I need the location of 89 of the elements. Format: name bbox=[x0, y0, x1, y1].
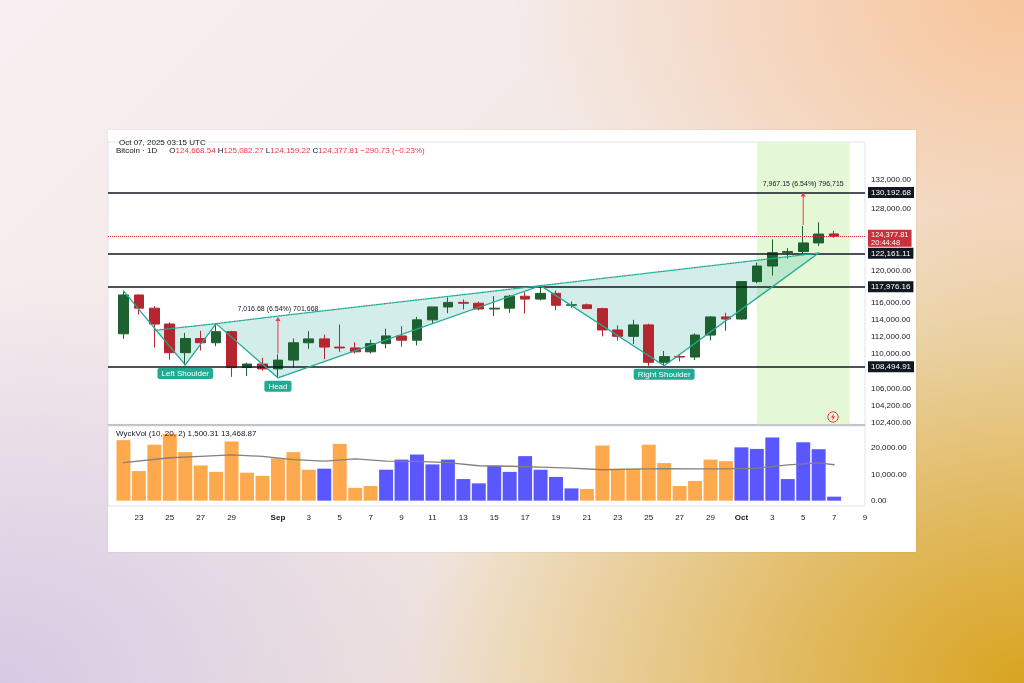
bar bbox=[718, 461, 733, 501]
candlestick bbox=[705, 315, 716, 341]
candlestick bbox=[752, 261, 762, 284]
bar bbox=[255, 475, 270, 501]
candlestick bbox=[535, 286, 546, 301]
x-tick-label: 5 bbox=[800, 512, 806, 522]
x-tick-label: 27 bbox=[675, 512, 685, 522]
candlestick bbox=[226, 330, 237, 378]
candlestick bbox=[211, 323, 221, 347]
candlestick bbox=[597, 307, 608, 337]
candlestick bbox=[690, 332, 700, 361]
candlestick bbox=[149, 305, 160, 348]
data-label: Left Shoulder bbox=[161, 369, 210, 379]
y-tick-label: 116,000.00 bbox=[871, 298, 911, 308]
y-tick-label: 10,000.00 bbox=[871, 469, 908, 479]
candlestick bbox=[504, 294, 515, 314]
x-tick-label: 3 bbox=[770, 512, 776, 522]
x-tick-label: 15 bbox=[489, 512, 500, 522]
candlestick bbox=[334, 323, 345, 353]
candlestick bbox=[582, 303, 592, 310]
x-tick-label: 9 bbox=[399, 512, 405, 522]
y-tick-label: 114,000.00 bbox=[871, 314, 911, 324]
y-tick-label: 132,000.00 bbox=[871, 174, 912, 184]
candlestick bbox=[674, 354, 685, 362]
y-tick-label: 120,000.00 bbox=[871, 265, 912, 275]
candlestick bbox=[489, 295, 500, 317]
x-tick-label: 29 bbox=[706, 512, 716, 522]
x-tick-label: 19 bbox=[551, 512, 562, 522]
candlestick bbox=[396, 325, 407, 348]
data-label: Head bbox=[268, 382, 288, 392]
y-tick-label: 104,200.00 bbox=[871, 400, 912, 410]
bar bbox=[317, 468, 332, 501]
y-tick-label: 110,000.00 bbox=[871, 349, 911, 359]
chart-title: Bitcoin · 1D bbox=[116, 145, 158, 155]
x-tick-label: 25 bbox=[644, 512, 654, 522]
candlestick bbox=[288, 337, 299, 369]
x-tick-label: 5 bbox=[337, 512, 343, 522]
y-tick-label: 106,000.00 bbox=[871, 384, 912, 394]
text: O124,668.54 H125,082.27 L124,159.22 C124,377.81 −290.73 (−0.23%) bbox=[169, 145, 425, 155]
x-tick-label: 13 bbox=[458, 512, 469, 522]
candlestick bbox=[180, 332, 191, 366]
candlestick bbox=[458, 299, 469, 310]
x-tick-label: 9 bbox=[862, 512, 868, 522]
x-tick-label: 23 bbox=[613, 512, 623, 522]
x-tick-label: 7 bbox=[831, 512, 837, 522]
bar bbox=[379, 469, 394, 501]
candlestick bbox=[319, 334, 330, 360]
candlestick bbox=[643, 323, 654, 367]
candlestick bbox=[659, 350, 670, 366]
x-tick-label: 27 bbox=[196, 512, 206, 522]
y-tick-label: 112,000.00 bbox=[871, 331, 911, 341]
y-tick-label: 128,000.00 bbox=[871, 204, 912, 214]
candlestick bbox=[443, 296, 453, 314]
data-label: Right Shoulder bbox=[637, 370, 691, 380]
ref-line-label: 130,192.68 bbox=[871, 187, 912, 197]
candlestick bbox=[736, 280, 747, 321]
bar bbox=[363, 486, 378, 501]
bar bbox=[734, 447, 749, 501]
ref-line-label: 122,161.11 bbox=[871, 248, 911, 258]
x-tick-label: Oct bbox=[734, 512, 749, 522]
candlestick bbox=[118, 290, 129, 340]
annotation: Oct 07, 2025 03:15 UTC bbox=[119, 137, 206, 147]
x-tick-label: 25 bbox=[165, 512, 175, 522]
candlestick bbox=[829, 230, 839, 239]
x-tick-label: 3 bbox=[306, 512, 312, 522]
y-tick-label: 0.00 bbox=[871, 496, 888, 506]
x-tick-label: 7 bbox=[368, 512, 374, 522]
candlestick bbox=[303, 330, 314, 350]
candlestick bbox=[798, 225, 809, 254]
candlestick bbox=[813, 221, 824, 247]
x-tick-label: Sep bbox=[270, 512, 286, 522]
line-series bbox=[122, 454, 835, 471]
candlestick bbox=[520, 291, 530, 315]
candlestick bbox=[427, 306, 438, 325]
ref-line-label: 117,976.16 bbox=[871, 282, 911, 292]
x-tick-label: 17 bbox=[520, 512, 531, 522]
candlestick bbox=[628, 319, 639, 345]
x-tick-label: 21 bbox=[582, 512, 592, 522]
candlestick bbox=[412, 316, 422, 346]
y-tick-label: 20,000.00 bbox=[871, 442, 908, 452]
x-tick-label: 23 bbox=[134, 512, 144, 522]
x-tick-label: 29 bbox=[227, 512, 237, 522]
candlestick bbox=[782, 247, 793, 260]
bar bbox=[301, 469, 316, 501]
candlestick bbox=[134, 294, 144, 315]
y-tick-label: 102,400.00 bbox=[871, 417, 912, 427]
ref-line-label: 108,494.91 bbox=[871, 362, 912, 372]
bar bbox=[116, 440, 131, 501]
x-tick-label: 11 bbox=[428, 512, 438, 522]
